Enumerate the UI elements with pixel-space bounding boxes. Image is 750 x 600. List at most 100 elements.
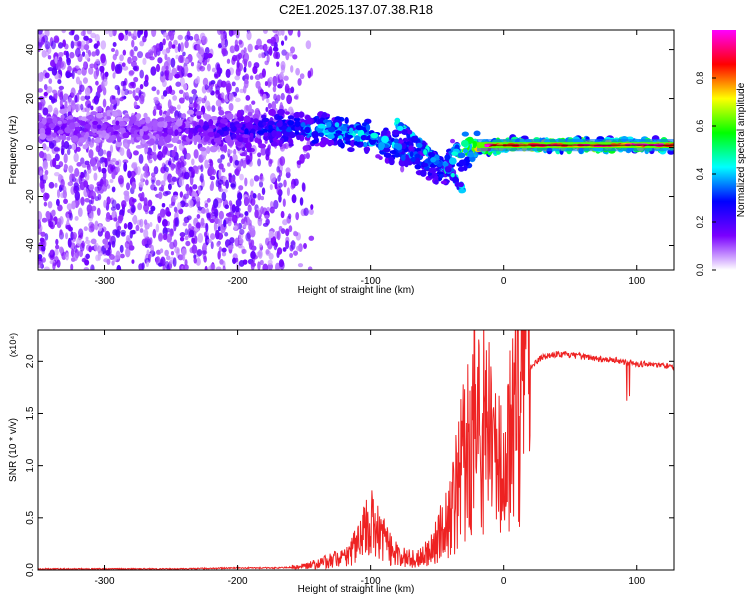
heatmap-cell [86, 204, 93, 214]
heatmap-cell [42, 179, 47, 184]
x-tick-label: -300 [95, 576, 115, 587]
heatmap-cell [243, 150, 248, 157]
heatmap-cell [235, 97, 241, 103]
heatmap-cell [134, 95, 140, 102]
heatmap-cell [52, 157, 57, 168]
heatmap-cell [242, 58, 248, 65]
heatmap-cell [69, 51, 75, 59]
heatmap-cell [234, 237, 240, 247]
spectrogram-plot-area [38, 30, 674, 270]
heatmap-cell [52, 132, 57, 138]
heatmap-cell [100, 53, 106, 64]
heatmap-cell [260, 206, 264, 215]
heatmap-cell [208, 81, 213, 86]
heatmap-cell [162, 233, 168, 241]
heatmap-cell [93, 96, 100, 103]
heatmap-cell [274, 131, 283, 138]
heatmap-cell [247, 60, 252, 68]
heatmap-cell [256, 38, 262, 48]
heatmap-cell [272, 85, 277, 93]
heatmap-cell [188, 199, 194, 208]
heatmap-cell [254, 209, 259, 219]
heatmap-cell [227, 245, 234, 250]
heatmap-cell [89, 63, 95, 69]
heatmap-cell [174, 246, 180, 254]
heatmap-cell [266, 98, 270, 103]
heatmap-cell [209, 183, 214, 192]
x-tick-label: -200 [228, 276, 248, 287]
heatmap-cell [424, 166, 430, 171]
y-tick-label: 1.0 [25, 458, 36, 472]
heatmap-cell [287, 88, 293, 94]
heatmap-cell [462, 148, 468, 154]
heatmap-cell [103, 78, 108, 87]
heatmap-cell [85, 48, 89, 54]
heatmap-cell [45, 146, 50, 152]
heatmap-cell [219, 259, 224, 265]
heatmap-cell [52, 116, 58, 124]
heatmap-cell [221, 48, 227, 55]
heatmap-cell [96, 124, 102, 129]
heatmap-cell [353, 141, 361, 146]
heatmap-cell [115, 120, 120, 126]
heatmap-cell [76, 133, 82, 138]
heatmap-cell [221, 191, 227, 202]
heatmap-cell [196, 249, 203, 257]
heatmap-cell [132, 89, 136, 99]
heatmap-cell [106, 151, 111, 162]
heatmap-cell [131, 259, 135, 264]
heatmap-cell [175, 81, 182, 87]
heatmap-cell [163, 173, 167, 182]
heatmap-cell [402, 137, 409, 142]
heatmap-cell [219, 145, 227, 152]
heatmap-cell [41, 49, 47, 58]
heatmap-cell [119, 244, 124, 253]
heatmap-cell [70, 40, 75, 49]
heatmap-cell [50, 40, 56, 50]
heatmap-cell [41, 217, 48, 223]
heatmap-cell [70, 101, 76, 111]
figure-title: C2E1.2025.137.07.38.R18 [279, 2, 433, 17]
heatmap-cell [40, 231, 46, 237]
heatmap-cell [430, 157, 437, 163]
heatmap-cell [158, 191, 163, 200]
heatmap-cell [176, 104, 181, 110]
heatmap-cell [150, 205, 156, 212]
heatmap-cell [247, 111, 253, 117]
heatmap-cell [152, 228, 157, 239]
heatmap-cell [145, 179, 149, 186]
heatmap-cell [227, 149, 233, 154]
heatmap-cell [85, 39, 90, 45]
heatmap-cell [95, 145, 101, 153]
heatmap-cell [311, 131, 319, 138]
heatmap-cell [63, 163, 68, 171]
heatmap-cell [257, 158, 262, 167]
heatmap-cell [208, 165, 215, 176]
heatmap-cell [229, 155, 233, 164]
colorbar-label: Normalized spectral amplitude [736, 82, 747, 217]
colorbar-gradient [712, 30, 736, 270]
heatmap-cell [201, 207, 206, 214]
heatmap-cell [267, 259, 273, 266]
heatmap-cell [57, 204, 63, 212]
heatmap-cell [95, 58, 100, 65]
heatmap-cell [90, 157, 96, 167]
heatmap-cell [103, 179, 109, 187]
heatmap-cell [461, 131, 469, 137]
heatmap-cell [204, 135, 211, 141]
heatmap-cell [309, 67, 314, 77]
heatmap-cell [153, 99, 160, 105]
heatmap-cell [290, 65, 294, 73]
heatmap-cell [193, 257, 197, 264]
heatmap-cell [220, 80, 227, 88]
heatmap-cell [347, 147, 355, 153]
y-tick-label: 0.0 [25, 563, 36, 577]
heatmap-cell [40, 245, 46, 252]
heatmap-cell [168, 85, 173, 94]
heatmap-cell [209, 145, 218, 153]
heatmap-cell [260, 146, 267, 156]
heatmap-cell [151, 30, 157, 38]
heatmap-cell [80, 95, 86, 101]
heatmap-cell [234, 205, 240, 213]
heatmap-cell [258, 243, 263, 248]
